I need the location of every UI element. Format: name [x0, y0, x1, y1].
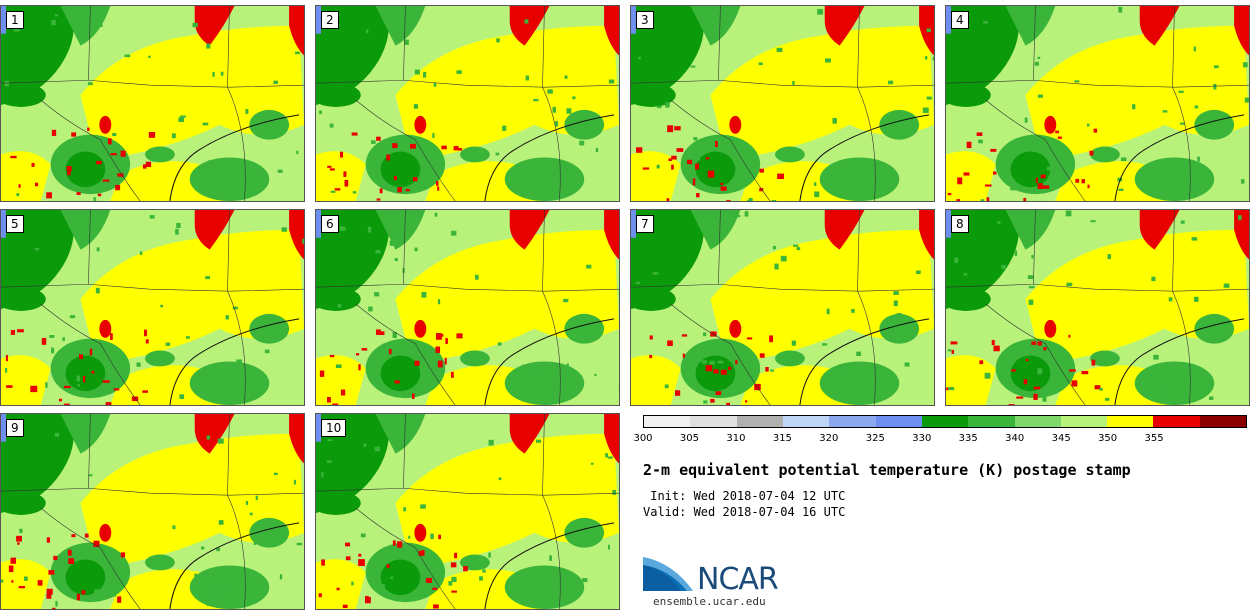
- map-panel: 2: [315, 5, 620, 202]
- colorbar-tick-label: 350: [1098, 433, 1118, 444]
- panel-member-label: 6: [321, 215, 339, 233]
- colorbar-tick-label: 305: [679, 433, 699, 444]
- colorbar-tick-label: 345: [1051, 433, 1071, 444]
- colorbar-swatch: [690, 416, 737, 427]
- colorbar-tick-label: 300: [633, 433, 653, 444]
- ncar-logo-text: NCAR: [697, 562, 779, 597]
- colorbar-swatch: [1014, 416, 1061, 427]
- colorbar-swatch: [968, 416, 1015, 427]
- colorbar-tick-label: 330: [912, 433, 932, 444]
- colorbar-tick-label: 310: [726, 433, 746, 444]
- colorbar: [643, 415, 1247, 428]
- colorbar-ticks: 300 305 310 315 320 325 330 335 340 345 350 355: [633, 433, 1247, 447]
- map-panel: 8: [945, 209, 1250, 406]
- colorbar-tick-label: 355: [1144, 433, 1164, 444]
- colorbar-swatch: [736, 416, 783, 427]
- colorbar-swatch: [875, 416, 922, 427]
- map-panel: 5: [0, 209, 305, 406]
- map-panel: 9: [0, 413, 305, 610]
- ncar-logo-icon: [643, 557, 693, 591]
- map-panel: 4: [945, 5, 1250, 202]
- colorbar-tick-label: 335: [958, 433, 978, 444]
- colorbar-tick-label: 325: [865, 433, 885, 444]
- map-panel: 1: [0, 5, 305, 202]
- panel-member-label: 2: [321, 11, 339, 29]
- init-time: Init: Wed 2018-07-04 12 UTC: [643, 489, 846, 503]
- panel-member-label: 1: [6, 11, 24, 29]
- colorbar-swatch: [1107, 416, 1154, 427]
- colorbar-swatch: [829, 416, 876, 427]
- panel-member-label: 5: [6, 215, 24, 233]
- colorbar-swatch: [1199, 416, 1247, 427]
- colorbar-swatch: [782, 416, 830, 427]
- map-panel: 6: [315, 209, 620, 406]
- colorbar-tick-label: 340: [1005, 433, 1025, 444]
- panel-member-label: 10: [321, 419, 347, 437]
- colorbar-tick-label: 315: [772, 433, 792, 444]
- colorbar-tick-label: 320: [819, 433, 839, 444]
- map-panel: 10: [315, 413, 620, 610]
- valid-time: Valid: Wed 2018-07-04 16 UTC: [643, 505, 846, 519]
- panel-member-label: 3: [636, 11, 654, 29]
- colorbar-swatch: [644, 416, 691, 427]
- site-url: ensemble.ucar.edu: [653, 595, 766, 608]
- figure-title: 2-m equivalent potential temperature (K)…: [643, 461, 1131, 479]
- colorbar-swatch: [921, 416, 969, 427]
- panel-member-label: 9: [6, 419, 24, 437]
- colorbar-swatch: [1153, 416, 1200, 427]
- colorbar-swatch: [1060, 416, 1108, 427]
- panel-member-label: 4: [951, 11, 969, 29]
- map-panel: 7: [630, 209, 935, 406]
- panel-member-label: 7: [636, 215, 654, 233]
- map-panel: 3: [630, 5, 935, 202]
- panel-member-label: 8: [951, 215, 969, 233]
